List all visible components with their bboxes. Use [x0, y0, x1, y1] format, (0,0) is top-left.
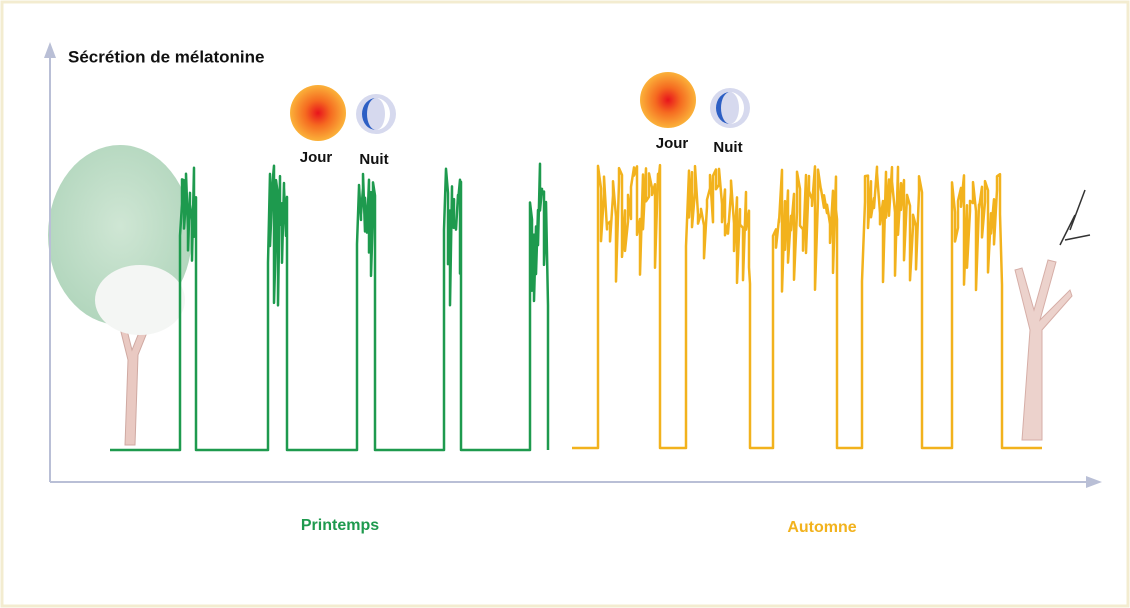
- moon-icon: [356, 94, 396, 134]
- season-label: Automne: [787, 519, 856, 536]
- night-label: Nuit: [359, 151, 388, 168]
- axis-label: Sécrétion de mélatonine: [68, 47, 265, 66]
- night-label: Nuit: [713, 139, 742, 156]
- moon-icon: [710, 88, 750, 128]
- diagram: Sécrétion de mélatonine Jour Nuit Jour N…: [0, 0, 1130, 608]
- day-label: Jour: [656, 135, 689, 152]
- day-label: Jour: [300, 149, 333, 166]
- sun-icon: [290, 85, 346, 141]
- sun-icon: [640, 72, 696, 128]
- season-label: Printemps: [301, 517, 379, 534]
